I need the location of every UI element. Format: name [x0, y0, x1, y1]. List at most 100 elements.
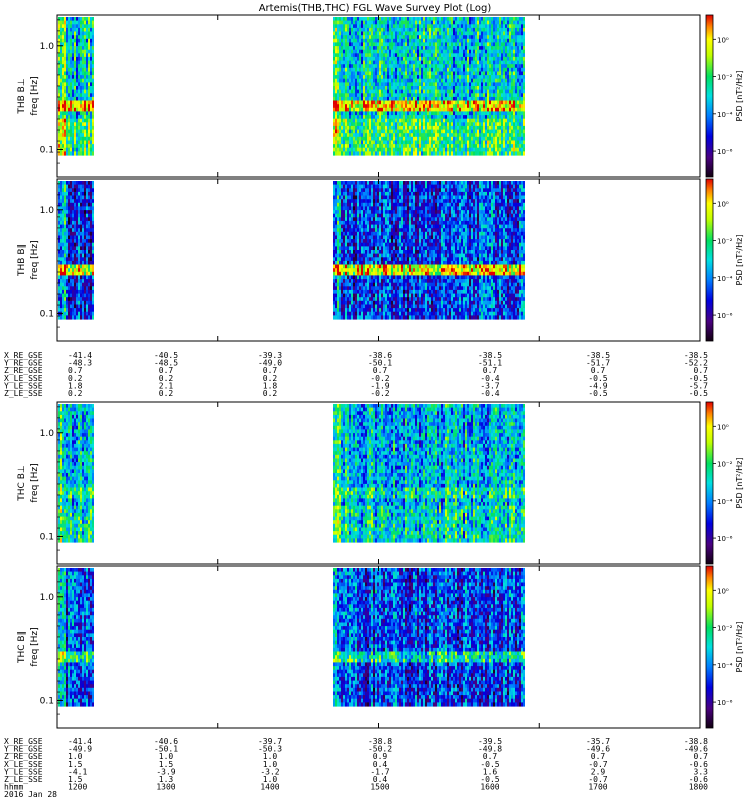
spectrogram-cell — [76, 315, 78, 320]
spectrogram-cell — [403, 144, 405, 149]
spectrogram-cell — [92, 20, 94, 25]
spectrogram-cell — [84, 136, 86, 141]
spectrogram-cell — [499, 129, 501, 134]
spectrogram-cell — [439, 17, 441, 22]
spectrogram-cell — [64, 136, 66, 141]
spectrogram-cell — [495, 122, 497, 127]
spectrogram-cell — [82, 286, 84, 291]
spectrogram-cell — [82, 300, 84, 305]
spectrogram-cell — [385, 38, 387, 43]
spectrogram-cell — [60, 304, 62, 309]
spectrogram-cell — [511, 104, 513, 109]
spectrogram-cell — [74, 260, 76, 266]
spectrogram-cell — [501, 115, 503, 120]
spectrogram-cell — [421, 56, 423, 62]
spectrogram-cell — [363, 151, 365, 156]
spectrogram-cell — [465, 140, 467, 145]
spectrogram-cell — [521, 35, 523, 40]
spectrogram-cell — [397, 60, 399, 65]
spectrogram-cell — [523, 27, 525, 33]
spectrogram-cell — [455, 24, 457, 29]
spectrogram-cell — [337, 111, 339, 116]
spectrogram-cell — [72, 147, 74, 152]
spectrogram-cell — [64, 308, 66, 313]
spectrogram-cell — [355, 144, 357, 149]
spectrogram-cell — [391, 64, 393, 69]
spectrogram-cell — [88, 140, 90, 145]
spectrogram-cell — [58, 282, 60, 287]
spectrogram-cell — [463, 27, 465, 33]
spectrogram-cell — [485, 49, 487, 54]
spectrogram-cell — [333, 104, 335, 109]
spectrogram-cell — [373, 107, 375, 112]
spectrogram-cell — [417, 89, 419, 94]
spectrogram-cell — [485, 38, 487, 43]
spectrogram-cell — [80, 250, 82, 255]
spectrogram-cell — [483, 60, 485, 65]
spectrogram-cell — [80, 224, 82, 229]
spectrogram-cell — [355, 49, 357, 54]
spectrogram-cell — [66, 315, 68, 320]
spectrogram-cell — [505, 111, 507, 116]
spectrogram-cell — [497, 53, 499, 58]
spectrogram-cell — [407, 122, 409, 127]
spectrogram-cell — [359, 96, 361, 102]
spectrogram-cell — [415, 140, 417, 145]
spectrogram-cell — [70, 217, 72, 222]
spectrogram-cell — [511, 151, 513, 156]
spectrogram-cell — [449, 107, 451, 112]
spectrogram-cell — [463, 129, 465, 134]
spectrogram-cell — [423, 20, 425, 25]
spectrogram-cell — [383, 67, 385, 72]
spectrogram-cell — [363, 96, 365, 102]
spectrogram-cell — [60, 53, 62, 58]
spectrogram-cell — [385, 118, 387, 123]
spectrogram-cell — [519, 107, 521, 112]
spectrogram-cell — [74, 42, 76, 47]
spectrogram-cell — [60, 17, 62, 22]
spectrogram-cell — [443, 75, 445, 80]
spectrogram-cell — [475, 151, 477, 156]
spectrogram-cell — [389, 100, 391, 105]
spectrogram-cell — [443, 115, 445, 120]
spectrogram-cell — [92, 104, 94, 109]
spectrogram-cell — [457, 27, 459, 33]
spectrogram-cell — [379, 125, 381, 131]
spectrogram-cell — [335, 129, 337, 134]
spectrogram-cell — [335, 46, 337, 51]
spectrogram-cell — [493, 118, 495, 123]
spectrogram-cell — [62, 191, 64, 197]
spectrogram-cell — [405, 111, 407, 116]
spectrogram-cell — [64, 82, 66, 87]
spectrogram-cell — [397, 31, 399, 36]
spectrogram-cell — [441, 115, 443, 120]
spectrogram-cell — [84, 199, 86, 204]
spectrogram-cell — [351, 38, 353, 43]
spectrogram-cell — [461, 136, 463, 141]
spectrogram-cell — [393, 140, 395, 145]
spectrogram-cell — [407, 49, 409, 54]
spectrogram-cell — [455, 38, 457, 43]
spectrogram-cell — [487, 27, 489, 33]
spectrogram-cell — [495, 31, 497, 36]
spectrogram-cell — [365, 82, 367, 87]
spectrogram-cell — [341, 27, 343, 33]
spectrogram-cell — [80, 67, 82, 72]
spectrogram-cell — [88, 231, 90, 236]
spectrogram-cell — [373, 96, 375, 102]
spectrogram-cell — [363, 118, 365, 123]
spectrogram-cell — [90, 188, 92, 193]
spectrogram-cell — [499, 125, 501, 131]
spectrogram-cell — [74, 297, 76, 302]
spectrogram-cell — [411, 122, 413, 127]
spectrogram-cell — [507, 20, 509, 25]
spectrogram-cell — [449, 17, 451, 22]
spectrogram-cell — [447, 17, 449, 22]
spectrogram-cell — [395, 89, 397, 94]
spectrogram-cell — [511, 115, 513, 120]
spectrogram-cell — [363, 107, 365, 112]
spectrogram-cell — [345, 49, 347, 54]
spectrogram-cell — [343, 96, 345, 102]
spectrogram-cell — [353, 140, 355, 145]
spectrogram-cell — [509, 100, 511, 105]
